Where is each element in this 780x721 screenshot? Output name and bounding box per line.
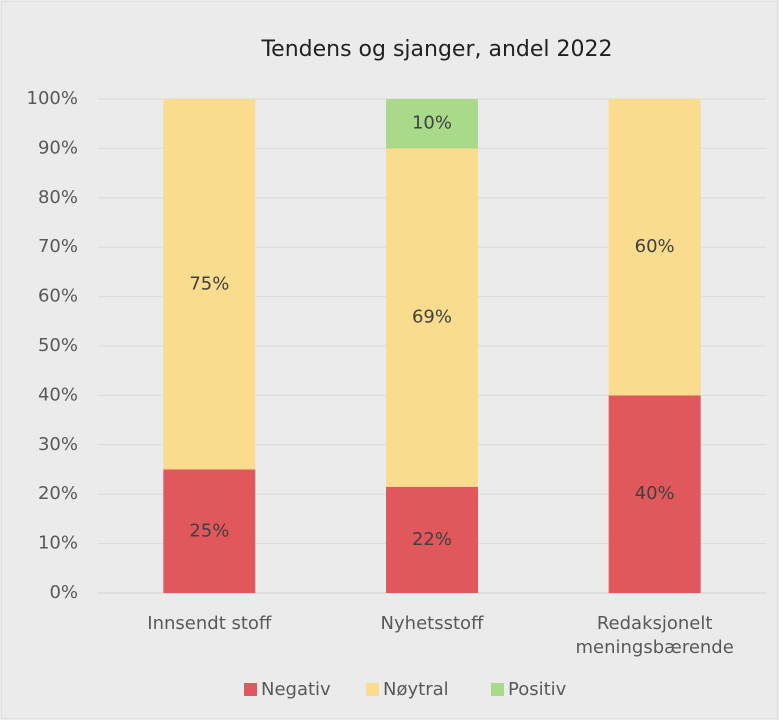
y-tick-label: 100% [27,88,78,109]
legend-swatch [366,683,379,696]
legend-label: Negativ [261,679,331,700]
bar-segment [163,469,256,593]
y-tick-label: 10% [38,533,78,554]
data-label: 10% [412,113,452,134]
data-label: 22% [412,529,452,550]
y-tick-label: 90% [38,137,78,158]
bar-segment [608,395,701,593]
y-tick-label: 0% [49,582,78,603]
data-label: 40% [635,483,675,504]
bar-segment [608,99,701,396]
bar-segment [386,486,478,593]
y-tick-label: 40% [38,384,78,405]
y-tick-label: 70% [38,236,78,257]
data-label: 75% [189,273,229,294]
y-tick-label: 60% [38,286,78,307]
bar-segment [163,99,256,470]
y-tick-label: 80% [38,187,78,208]
legend-swatch [244,683,257,696]
legend-label: Nøytral [383,679,449,700]
y-tick-label: 20% [38,483,78,504]
y-tick-label: 50% [38,335,78,356]
data-label: 69% [412,307,452,328]
chart-title: Tendens og sjanger, andel 2022 [260,37,612,62]
x-tick-label: Redaksjonelt meningsbærende [575,613,734,658]
data-label: 60% [635,236,675,257]
data-label: 25% [189,520,229,541]
y-tick-label: 30% [38,434,78,455]
bar-segment [386,148,478,487]
x-tick-label: Nyhetsstoff [380,613,484,634]
x-tick-label: Innsendt stoff [147,613,272,634]
legend-label: Positiv [508,679,567,700]
legend-swatch [491,683,504,696]
bar-segment [386,99,478,149]
